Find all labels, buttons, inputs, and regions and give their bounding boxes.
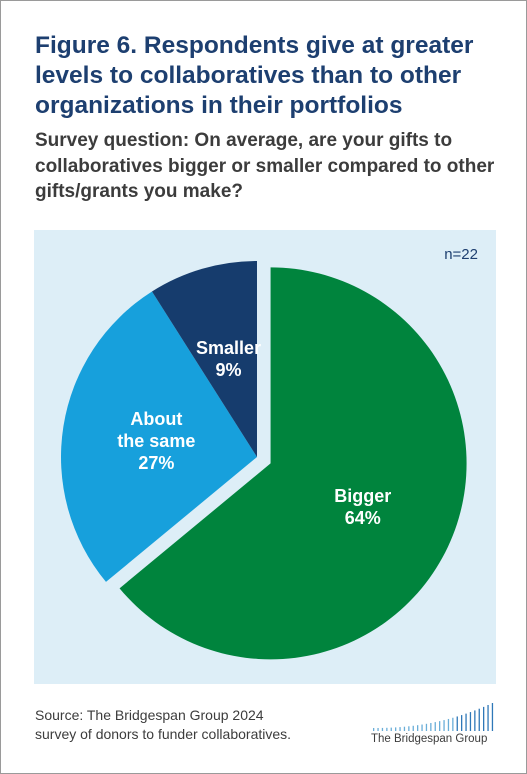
logo-bar <box>386 727 388 731</box>
slice-label-bigger: Bigger 64% <box>334 486 391 528</box>
logo-bar <box>395 727 397 731</box>
pie-slice-about-the-same <box>60 291 258 582</box>
logo-bar <box>434 722 436 731</box>
slice-label-line: Bigger <box>334 486 391 506</box>
pie-slice-smaller <box>151 261 257 457</box>
pie-chart: Bigger 64%About the same 27%Smaller 9% <box>60 261 467 660</box>
logo-bar <box>417 725 419 731</box>
logo-bar <box>390 727 392 731</box>
bridgespan-logo: The Bridgespan Group <box>371 701 497 749</box>
logo-bar <box>439 721 441 731</box>
sample-size-label: n=22 <box>444 246 478 263</box>
slice-label-line: the same <box>117 431 195 451</box>
source-line-1: Source: The Bridgespan Group 2024 <box>35 707 264 723</box>
figure-title: Figure 6. Respondents give at greater le… <box>35 32 474 119</box>
logo-bar <box>425 723 428 731</box>
logo-bar <box>487 704 489 731</box>
logo-bar <box>421 724 423 731</box>
logo-bar <box>443 720 445 731</box>
logo-bar <box>403 726 406 731</box>
logo-bar <box>399 727 401 731</box>
logo-bar <box>408 726 410 731</box>
survey-question: Survey question: On average, are your gi… <box>35 130 495 202</box>
slice-label-line: 64% <box>345 508 381 528</box>
logo-bar <box>483 706 485 731</box>
logo-bar <box>491 703 494 731</box>
logo-text: The Bridgespan Group <box>371 733 488 745</box>
logo-bar <box>430 722 432 731</box>
source-line-2: survey of donors to funder collaborative… <box>35 726 292 742</box>
logo-bar <box>478 708 480 731</box>
slice-label-line: 9% <box>216 360 242 380</box>
logo-bar <box>469 712 472 731</box>
chart-panel: Bigger 64% About the same 27% Smaller 9% n=22 <box>34 230 496 684</box>
logo-bar <box>461 715 463 731</box>
pie-slice-bigger <box>119 267 467 660</box>
logo-bar <box>447 718 450 731</box>
slice-label-line: About <box>130 409 182 429</box>
logo-bar <box>465 713 467 731</box>
logo-bar <box>456 716 458 731</box>
slice-label-about-the-same: About the same 27% <box>117 409 195 473</box>
slice-label-smaller: Smaller 9% <box>196 338 261 380</box>
slice-label-line: 27% <box>138 453 174 473</box>
slice-label-line: Smaller <box>196 338 261 358</box>
logo-bar <box>373 728 375 731</box>
source-note: Source: The Bridgespan Group 2024 survey… <box>35 706 355 744</box>
logo-bar <box>377 727 379 731</box>
logo-bar <box>381 727 384 731</box>
bar-cluster-logo-icon <box>373 703 494 731</box>
logo-bar <box>412 725 414 731</box>
logo-bar <box>452 717 454 731</box>
logo-bar <box>474 710 476 731</box>
